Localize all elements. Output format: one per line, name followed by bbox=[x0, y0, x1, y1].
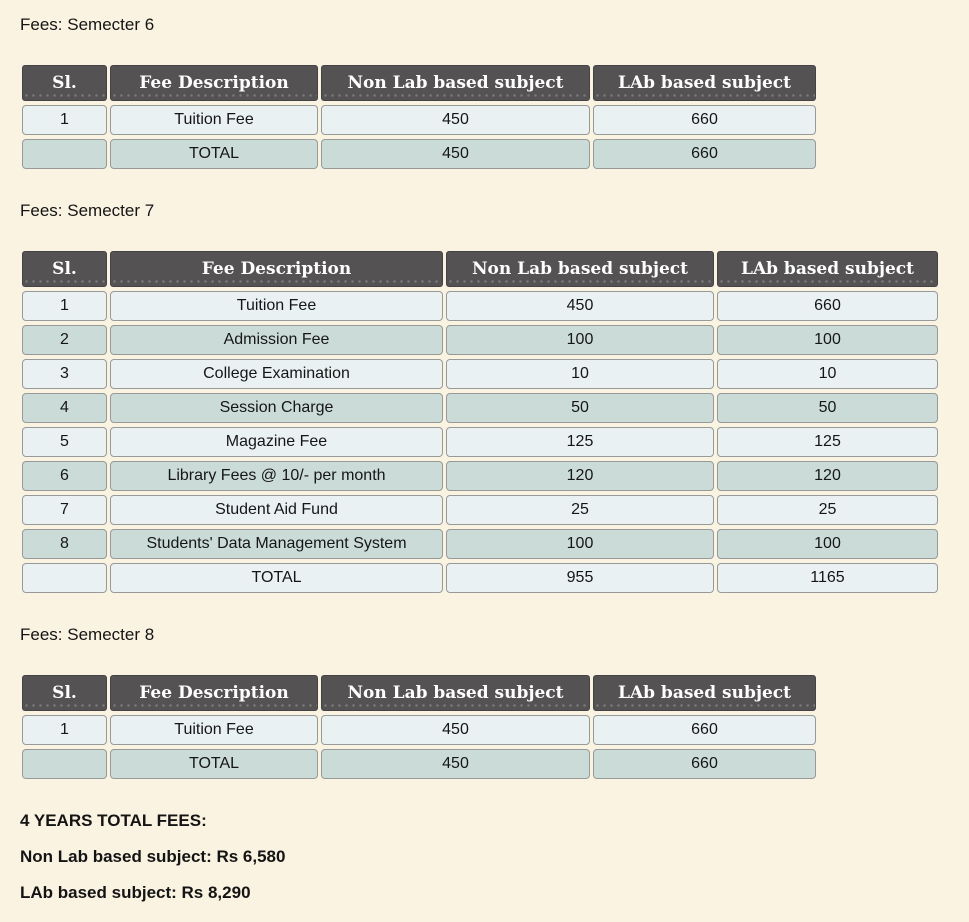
cell-non-lab-value: 100 bbox=[446, 325, 714, 355]
cell-non-lab-value: 25 bbox=[446, 495, 714, 525]
table-total-row: TOTAL 450 660 bbox=[22, 749, 816, 779]
cell-non-lab-value: 450 bbox=[321, 139, 590, 169]
cell-non-lab-value: 125 bbox=[446, 427, 714, 457]
cell-sl bbox=[22, 749, 107, 779]
cell-lab-value: 660 bbox=[593, 749, 816, 779]
cell-lab-value: 125 bbox=[717, 427, 938, 457]
cell-non-lab-value: 450 bbox=[321, 749, 590, 779]
cell-lab-value: 660 bbox=[593, 105, 816, 135]
column-header-lab: LAb based subject bbox=[593, 65, 816, 101]
cell-non-lab-value: 955 bbox=[446, 563, 714, 593]
cell-non-lab-value: 450 bbox=[446, 291, 714, 321]
cell-sl: 1 bbox=[22, 715, 107, 745]
table-row: 3 College Examination 10 10 bbox=[22, 359, 938, 389]
table-body: 1 Tuition Fee 450 660 TOTAL 450 660 bbox=[22, 715, 816, 779]
table-body: 1 Tuition Fee 450 660 2 Admission Fee 100 100 3 C… bbox=[22, 291, 938, 593]
cell-fee-description: Admission Fee bbox=[110, 325, 443, 355]
summary-nonlab-total: Non Lab based subject: Rs 6,580 bbox=[20, 847, 286, 866]
table-row: 4 Session Charge 50 50 bbox=[22, 393, 938, 423]
cell-fee-description: Tuition Fee bbox=[110, 291, 443, 321]
cell-sl: 6 bbox=[22, 461, 107, 491]
cell-lab-value: 660 bbox=[593, 139, 816, 169]
column-header-non-lab: Non Lab based subject bbox=[321, 65, 590, 101]
table-total-row: TOTAL 450 660 bbox=[22, 139, 816, 169]
cell-sl: 3 bbox=[22, 359, 107, 389]
section-heading-semester-6: Fees: Semecter 6 bbox=[20, 15, 155, 34]
cell-fee-description: TOTAL bbox=[110, 749, 318, 779]
cell-lab-value: 25 bbox=[717, 495, 938, 525]
cell-sl: 8 bbox=[22, 529, 107, 559]
summary-lab-total: LAb based subject: Rs 8,290 bbox=[20, 883, 251, 902]
semester-7-section: Fees: Semecter 7 Sl. Fee Description Non… bbox=[20, 200, 949, 597]
table-row: 6 Library Fees @ 10/- per month 120 120 bbox=[22, 461, 938, 491]
fee-table-semester-7: Sl. Fee Description Non Lab based subjec… bbox=[19, 247, 941, 597]
cell-sl: 2 bbox=[22, 325, 107, 355]
semester-8-section: Fees: Semecter 8 Sl. Fee Description Non… bbox=[20, 624, 949, 783]
semester-6-section: Fees: Semecter 6 Sl. Fee Description Non… bbox=[20, 14, 949, 173]
column-header-fee-description: Fee Description bbox=[110, 251, 443, 287]
table-row: 7 Student Aid Fund 25 25 bbox=[22, 495, 938, 525]
column-header-lab: LAb based subject bbox=[593, 675, 816, 711]
table-total-row: TOTAL 955 1165 bbox=[22, 563, 938, 593]
cell-sl: 1 bbox=[22, 291, 107, 321]
column-header-sl: Sl. bbox=[22, 675, 107, 711]
cell-sl bbox=[22, 139, 107, 169]
table-row: 2 Admission Fee 100 100 bbox=[22, 325, 938, 355]
cell-fee-description: Tuition Fee bbox=[110, 715, 318, 745]
cell-fee-description: College Examination bbox=[110, 359, 443, 389]
cell-non-lab-value: 10 bbox=[446, 359, 714, 389]
column-header-sl: Sl. bbox=[22, 251, 107, 287]
fee-table-semester-6: Sl. Fee Description Non Lab based subjec… bbox=[19, 61, 819, 173]
table-header-row: Sl. Fee Description Non Lab based subjec… bbox=[22, 65, 816, 101]
cell-fee-description: TOTAL bbox=[110, 563, 443, 593]
totals-summary: 4 YEARS TOTAL FEES: Non Lab based subjec… bbox=[20, 810, 949, 904]
cell-lab-value: 10 bbox=[717, 359, 938, 389]
cell-sl: 4 bbox=[22, 393, 107, 423]
column-header-non-lab: Non Lab based subject bbox=[446, 251, 714, 287]
cell-sl: 1 bbox=[22, 105, 107, 135]
column-header-sl: Sl. bbox=[22, 65, 107, 101]
column-header-non-lab: Non Lab based subject bbox=[321, 675, 590, 711]
section-heading-semester-8: Fees: Semecter 8 bbox=[20, 625, 155, 644]
column-header-lab: LAb based subject bbox=[717, 251, 938, 287]
cell-non-lab-value: 450 bbox=[321, 715, 590, 745]
cell-fee-description: Student Aid Fund bbox=[110, 495, 443, 525]
cell-fee-description: Tuition Fee bbox=[110, 105, 318, 135]
cell-lab-value: 120 bbox=[717, 461, 938, 491]
cell-sl: 5 bbox=[22, 427, 107, 457]
cell-lab-value: 100 bbox=[717, 325, 938, 355]
table-header-row: Sl. Fee Description Non Lab based subjec… bbox=[22, 251, 938, 287]
cell-lab-value: 50 bbox=[717, 393, 938, 423]
cell-lab-value: 100 bbox=[717, 529, 938, 559]
cell-non-lab-value: 120 bbox=[446, 461, 714, 491]
cell-fee-description: Magazine Fee bbox=[110, 427, 443, 457]
cell-fee-description: Students' Data Management System bbox=[110, 529, 443, 559]
cell-non-lab-value: 50 bbox=[446, 393, 714, 423]
cell-non-lab-value: 450 bbox=[321, 105, 590, 135]
cell-lab-value: 660 bbox=[593, 715, 816, 745]
cell-non-lab-value: 100 bbox=[446, 529, 714, 559]
section-heading-semester-7: Fees: Semecter 7 bbox=[20, 201, 155, 220]
cell-lab-value: 660 bbox=[717, 291, 938, 321]
table-header-row: Sl. Fee Description Non Lab based subjec… bbox=[22, 675, 816, 711]
cell-fee-description: TOTAL bbox=[110, 139, 318, 169]
column-header-fee-description: Fee Description bbox=[110, 675, 318, 711]
table-row: 1 Tuition Fee 450 660 bbox=[22, 105, 816, 135]
cell-fee-description: Session Charge bbox=[110, 393, 443, 423]
table-body: 1 Tuition Fee 450 660 TOTAL 450 660 bbox=[22, 105, 816, 169]
fee-table-semester-8: Sl. Fee Description Non Lab based subjec… bbox=[19, 671, 819, 783]
table-row: 1 Tuition Fee 450 660 bbox=[22, 715, 816, 745]
cell-sl: 7 bbox=[22, 495, 107, 525]
table-row: 8 Students' Data Management System 100 100 bbox=[22, 529, 938, 559]
table-row: 1 Tuition Fee 450 660 bbox=[22, 291, 938, 321]
cell-fee-description: Library Fees @ 10/- per month bbox=[110, 461, 443, 491]
cell-lab-value: 1165 bbox=[717, 563, 938, 593]
column-header-fee-description: Fee Description bbox=[110, 65, 318, 101]
summary-title: 4 YEARS TOTAL FEES: bbox=[20, 811, 207, 830]
cell-sl bbox=[22, 563, 107, 593]
table-row: 5 Magazine Fee 125 125 bbox=[22, 427, 938, 457]
